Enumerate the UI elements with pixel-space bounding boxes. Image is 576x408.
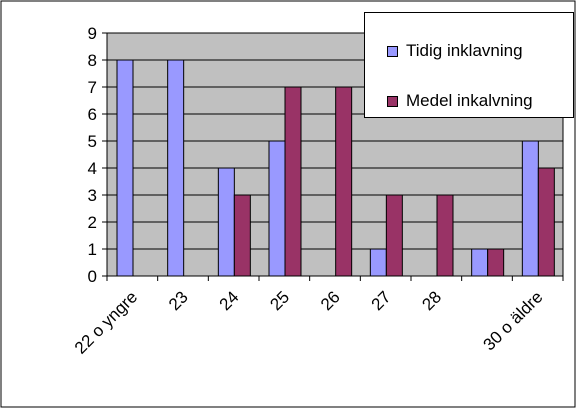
y-tick-label-5: 5 bbox=[88, 132, 97, 151]
legend-label-tidig: Tidig inklavning bbox=[406, 41, 523, 60]
y-tick-label-8: 8 bbox=[88, 51, 97, 70]
x-tick-label-0: 22 o yngre bbox=[71, 287, 141, 357]
bar-tidig-7 bbox=[471, 248, 489, 277]
x-tick-label-4: 26 bbox=[317, 287, 344, 314]
legend-item-tidig: Tidig inklavning bbox=[387, 41, 523, 61]
y-tick-label-2: 2 bbox=[88, 213, 97, 232]
x-tick-label-3: 25 bbox=[266, 287, 293, 314]
bar-tidig-2 bbox=[217, 167, 235, 277]
legend-swatch-medel bbox=[387, 95, 398, 107]
bar-medel-5 bbox=[385, 194, 403, 277]
bar-tidig-3 bbox=[268, 140, 286, 277]
y-tick-label-0: 0 bbox=[88, 267, 97, 286]
x-tick-label-8: 30 o äldre bbox=[480, 287, 547, 354]
legend: Tidig inklavning Medel inkalvning bbox=[364, 12, 574, 118]
y-tick-label-3: 3 bbox=[88, 186, 97, 205]
legend-swatch-tidig bbox=[387, 45, 398, 57]
y-tick-label-1: 1 bbox=[88, 240, 97, 259]
x-tick-label-1: 23 bbox=[165, 287, 192, 314]
bar-medel-7 bbox=[487, 248, 505, 277]
y-tick-label-4: 4 bbox=[88, 159, 97, 178]
bar-medel-2 bbox=[233, 194, 251, 277]
x-tick-label-5: 27 bbox=[368, 287, 395, 314]
x-tick-label-2: 24 bbox=[216, 287, 243, 314]
legend-item-medel: Medel inkalvning bbox=[387, 91, 533, 111]
bar-medel-6 bbox=[436, 194, 454, 277]
bar-medel-3 bbox=[284, 86, 302, 277]
bar-tidig-1 bbox=[167, 59, 185, 277]
y-tick-label-7: 7 bbox=[88, 78, 97, 97]
bar-tidig-8 bbox=[521, 140, 539, 277]
bar-medel-8 bbox=[537, 167, 555, 277]
bar-medel-4 bbox=[335, 86, 353, 277]
legend-label-medel: Medel inkalvning bbox=[406, 91, 533, 110]
x-tick-label-6: 28 bbox=[418, 287, 445, 314]
y-tick-label-9: 9 bbox=[88, 24, 97, 43]
y-tick-label-6: 6 bbox=[88, 105, 97, 124]
bar-tidig-0 bbox=[116, 59, 134, 277]
bar-tidig-5 bbox=[369, 248, 387, 277]
